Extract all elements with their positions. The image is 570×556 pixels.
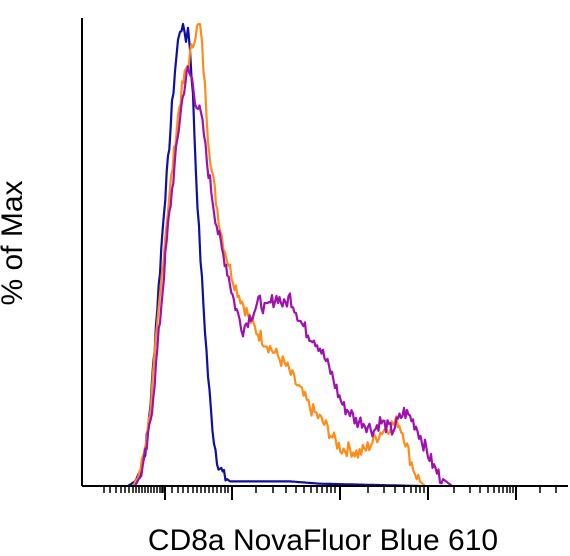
series-line-1 <box>127 22 420 488</box>
axes-layer <box>81 18 568 500</box>
y-axis-title: % of Max <box>0 180 29 305</box>
series-layer <box>127 22 453 488</box>
series-line-2 <box>132 22 426 487</box>
series-line-3 <box>134 65 453 487</box>
x-axis-ticks <box>103 486 557 500</box>
x-axis-title: CD8a NovaFluor Blue 610 <box>148 524 498 556</box>
